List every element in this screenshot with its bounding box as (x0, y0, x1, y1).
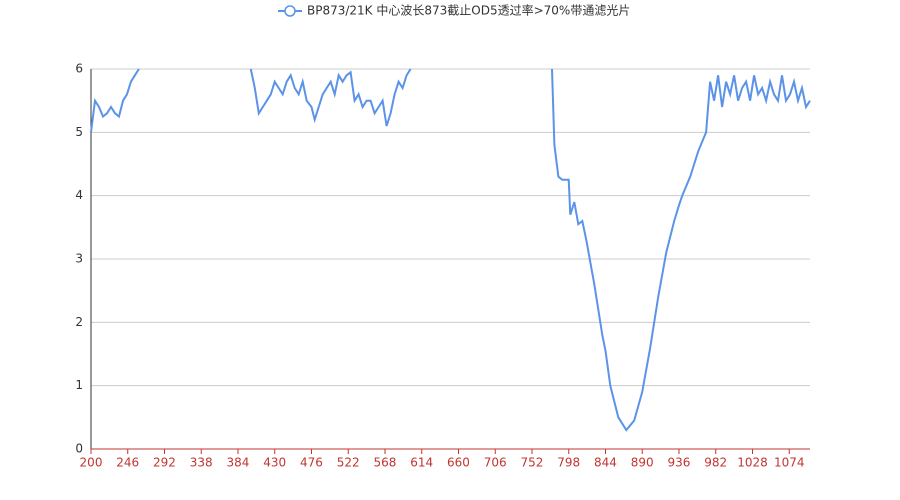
x-tick-label: 1028 (737, 456, 768, 470)
x-tick-label: 522 (337, 456, 360, 470)
y-tick-label: 3 (75, 252, 83, 266)
y-tick-label: 0 (75, 442, 83, 456)
x-tick-label: 292 (153, 456, 176, 470)
x-tick-label: 246 (116, 456, 139, 470)
x-tick-label: 614 (410, 456, 433, 470)
x-tick-label: 476 (300, 456, 323, 470)
x-tick-label: 568 (374, 456, 397, 470)
x-tick-label: 890 (631, 456, 654, 470)
x-tick-label: 384 (227, 456, 250, 470)
y-tick-label: 1 (75, 378, 83, 392)
legend-label: BP873/21K 中心波长873截止OD5透过率>70%带通滤光片 (307, 3, 630, 18)
x-tick-label: 706 (484, 456, 507, 470)
x-tick-label: 660 (447, 456, 470, 470)
y-tick-label: 2 (75, 315, 83, 329)
x-tick-label: 798 (557, 456, 580, 470)
y-tick-label: 6 (75, 62, 83, 76)
y-tick-label: 4 (75, 188, 83, 202)
x-tick-label: 982 (704, 456, 727, 470)
y-tick-label: 5 (75, 125, 83, 139)
x-tick-label: 200 (80, 456, 103, 470)
x-tick-label: 430 (263, 456, 286, 470)
series-line (90, 68, 811, 432)
x-tick-label: 752 (521, 456, 544, 470)
x-tick-label: 1074 (774, 456, 805, 470)
x-tick-label: 936 (668, 456, 691, 470)
x-tick-label: 338 (190, 456, 213, 470)
x-tick-label: 844 (594, 456, 617, 470)
legend-icon (284, 5, 296, 17)
